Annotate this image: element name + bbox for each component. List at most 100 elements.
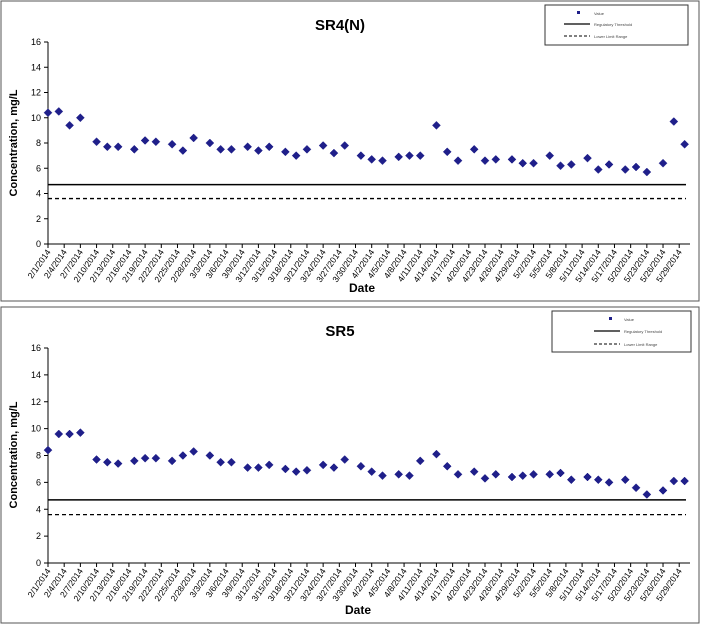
y-tick-label: 4: [36, 504, 41, 514]
data-point: [658, 158, 668, 168]
data-point: [113, 142, 123, 152]
y-axis-label: Concentration, mg/L: [8, 401, 20, 508]
legend-label: Value: [624, 317, 635, 322]
data-point: [281, 464, 290, 474]
data-point: [566, 160, 576, 169]
data-point: [518, 471, 528, 481]
data-point: [243, 142, 252, 152]
data-point: [264, 460, 274, 470]
data-point: [318, 460, 328, 470]
data-point: [566, 475, 576, 485]
y-tick-label: 12: [31, 88, 41, 98]
data-point: [318, 141, 328, 150]
data-point: [367, 155, 377, 164]
y-tick-label: 10: [31, 113, 41, 123]
y-tick-label: 8: [36, 451, 41, 461]
legend: Value Regulatory Threshold Lower Limit R…: [551, 310, 692, 353]
data-point: [113, 459, 123, 468]
data-point: [583, 472, 592, 482]
data-point: [405, 151, 414, 160]
data-point: [302, 144, 312, 154]
data-point: [151, 453, 161, 463]
data-point: [545, 469, 555, 479]
data-point: [254, 463, 263, 472]
data-point: [507, 155, 517, 164]
legend-box: [551, 310, 692, 353]
data-point: [469, 467, 479, 476]
data-point: [92, 137, 101, 147]
data-point: [604, 478, 614, 487]
data-point: [378, 471, 387, 481]
data-point: [356, 461, 366, 471]
y-tick-label: 4: [36, 189, 41, 199]
data-point: [76, 428, 85, 438]
data-point: [556, 468, 565, 478]
x-axis-label: Date: [345, 603, 371, 617]
y-tick-label: 2: [36, 531, 41, 541]
data-point: [140, 453, 150, 463]
data-point: [340, 141, 350, 150]
chart-frame: [0, 0, 700, 302]
y-axis-label: Concentration, mg/L: [8, 89, 20, 196]
data-point: [442, 461, 452, 471]
data-point: [669, 476, 679, 486]
data-point: [491, 155, 501, 164]
data-point: [65, 120, 74, 130]
y-tick-label: 12: [31, 397, 41, 407]
data-point: [593, 475, 603, 485]
data-point: [529, 158, 538, 168]
data-point: [432, 120, 441, 130]
data-point: [432, 449, 441, 459]
x-axis-label: Date: [349, 281, 375, 295]
y-tick-label: 14: [31, 370, 41, 380]
data-point: [340, 455, 350, 464]
data-point: [227, 144, 236, 154]
data-point: [178, 146, 188, 155]
data-point: [415, 456, 425, 466]
data-point: [129, 456, 139, 466]
data-point: [65, 429, 74, 439]
legend-label: Value: [594, 11, 605, 16]
data-point: [658, 486, 668, 495]
y-tick-label: 6: [36, 163, 41, 173]
data-point: [356, 151, 366, 160]
data-point: [140, 136, 150, 145]
data-point: [469, 144, 479, 154]
data-point: [367, 467, 377, 476]
y-tick-label: 0: [36, 558, 41, 568]
chart-title: SR4(N): [315, 17, 365, 34]
data-point: [507, 472, 517, 482]
data-point: [642, 167, 652, 177]
data-point: [491, 469, 501, 479]
data-point: [329, 148, 339, 158]
data-point: [291, 151, 301, 160]
data-point: [281, 147, 290, 157]
data-point: [216, 144, 225, 154]
y-tick-label: 2: [36, 214, 41, 224]
data-point: [378, 156, 387, 166]
data-point: [545, 151, 555, 160]
data-point: [189, 447, 199, 456]
data-point: [642, 490, 652, 499]
data-point: [593, 165, 603, 174]
legend-label: Lower Limit Range: [624, 342, 658, 347]
data-point: [216, 457, 225, 467]
data-point: [102, 142, 112, 152]
data-point: [189, 133, 199, 143]
data-point: [92, 455, 101, 464]
y-tick-label: 14: [31, 62, 41, 72]
data-point: [453, 469, 463, 479]
y-tick-label: 0: [36, 239, 41, 249]
data-point: [329, 463, 339, 472]
y-tick-label: 6: [36, 477, 41, 487]
data-point: [254, 146, 263, 155]
chart-title: SR5: [325, 323, 354, 340]
data-point: [43, 445, 53, 455]
data-point: [151, 137, 161, 147]
data-point: [442, 147, 452, 157]
data-point: [167, 139, 177, 149]
data-point: [480, 473, 490, 483]
y-tick-label: 16: [31, 37, 41, 47]
data-point: [529, 469, 538, 479]
